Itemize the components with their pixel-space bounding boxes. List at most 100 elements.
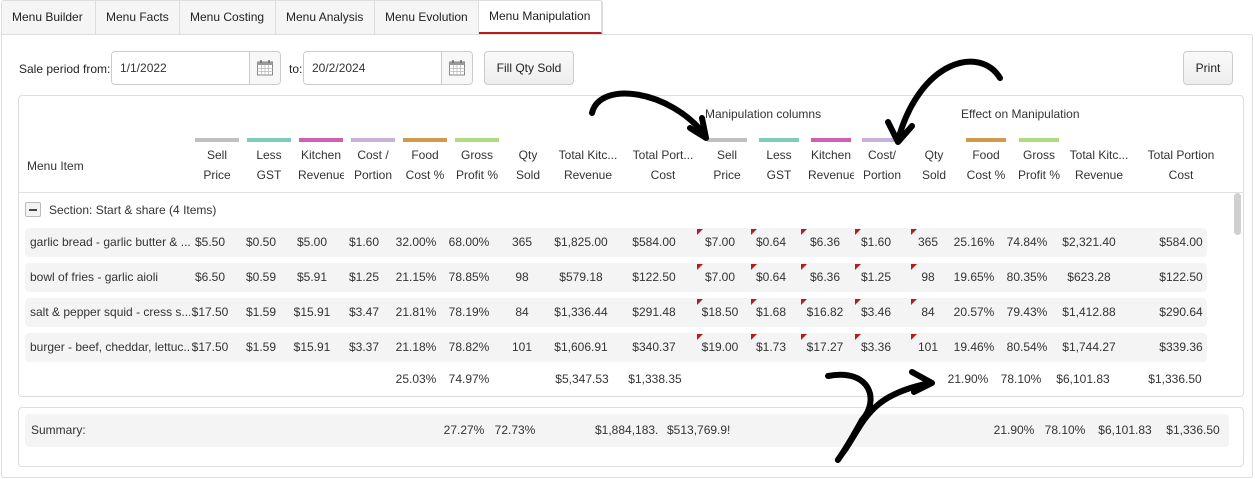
- col-total-kitchen-revenue[interactable]: Total Kitc... Revenue: [558, 148, 618, 182]
- modified-flag-icon: [855, 264, 861, 270]
- col-m-cost-portion[interactable]: Cost/Portion: [859, 138, 905, 185]
- vertical-scrollbar[interactable]: [1234, 193, 1241, 235]
- editable-cell[interactable]: 365: [917, 235, 939, 249]
- tab-menu-builder[interactable]: Menu Builder: [2, 1, 96, 34]
- col-qty-sold[interactable]: Qty Sold: [515, 148, 541, 182]
- editable-cell[interactable]: $0.64: [755, 235, 787, 249]
- modified-flag-icon: [801, 334, 807, 340]
- from-date-field[interactable]: 1/1/2022: [111, 51, 281, 85]
- tab-menu-analysis[interactable]: Menu Analysis: [276, 1, 375, 34]
- col-kitchen-revenue[interactable]: Kitchen Revenue: [297, 138, 345, 185]
- col-m-qty-sold[interactable]: Qty Sold: [921, 148, 947, 182]
- col-m-sell-price[interactable]: Sell Price: [705, 138, 749, 185]
- table-cell: $17.50: [191, 305, 229, 319]
- table-cell: $1,606.91: [554, 340, 608, 354]
- col-cost-portion[interactable]: Cost / Portion: [350, 138, 396, 185]
- col-m-food-cost[interactable]: Food Cost %: [963, 138, 1009, 185]
- col-menu-item[interactable]: Menu Item: [27, 159, 84, 173]
- editable-cell[interactable]: $19.00: [701, 340, 739, 354]
- table-cell: $584.00: [632, 235, 676, 249]
- editable-cell[interactable]: $17.27: [806, 340, 844, 354]
- editable-cell[interactable]: $3.46: [860, 305, 892, 319]
- editable-cell[interactable]: $16.82: [806, 305, 844, 319]
- table-cell: $5.50: [194, 235, 226, 249]
- from-date-value[interactable]: 1/1/2022: [120, 61, 167, 75]
- col-m-kitchen-revenue[interactable]: Kitchen Revenue: [807, 138, 855, 185]
- editable-cell[interactable]: 101: [917, 340, 939, 354]
- summary-m-food-cost: 21.90%: [993, 423, 1035, 437]
- summary-total-portion-cost: $513,769.9!: [667, 423, 731, 437]
- to-date-value[interactable]: 20/2/2024: [312, 61, 366, 75]
- gross-profit-color-bar: [455, 138, 499, 142]
- col-m-gross-profit[interactable]: Gross Profit %: [1015, 138, 1063, 185]
- table-cell: $1.59: [245, 340, 277, 354]
- editable-cell[interactable]: $7.00: [704, 235, 736, 249]
- editable-cell[interactable]: $1.73: [755, 340, 787, 354]
- modified-flag-icon: [751, 334, 757, 340]
- cost-portion-color-bar: [862, 138, 902, 142]
- to-date-field[interactable]: 20/2/2024: [303, 51, 473, 85]
- table-row[interactable]: garlic bread - garlic butter & ... $5.50 $…: [25, 228, 1207, 257]
- table-cell: $584.00: [1159, 235, 1203, 249]
- editable-cell[interactable]: $7.00: [704, 270, 736, 284]
- table-cell: 365: [511, 235, 533, 249]
- editable-cell[interactable]: $0.64: [755, 270, 787, 284]
- table-cell: $340.37: [632, 340, 676, 354]
- collapse-section-button[interactable]: [25, 202, 41, 217]
- editable-cell[interactable]: $18.50: [701, 305, 739, 319]
- sale-period-label: Sale period from:: [19, 62, 111, 76]
- col-total-portion-cost[interactable]: Total Port... Cost: [632, 148, 694, 182]
- col-less-gst[interactable]: Less GST: [247, 138, 291, 185]
- table-cell: 78.19%: [448, 305, 490, 319]
- editable-cell[interactable]: $3.36: [860, 340, 892, 354]
- manipulation-grid: Manipulation columns Effect on Manipulat…: [18, 95, 1244, 397]
- modified-flag-icon: [801, 299, 807, 305]
- modified-flag-icon: [801, 264, 807, 270]
- table-cell: 19.46%: [953, 340, 995, 354]
- table-cell: 21.18%: [395, 340, 437, 354]
- table-cell: $15.91: [293, 305, 331, 319]
- editable-cell[interactable]: $1.60: [860, 235, 892, 249]
- table-cell: $1,336.44: [554, 305, 608, 319]
- modified-flag-icon: [911, 299, 917, 305]
- col-sell-price[interactable]: Sell Price: [195, 138, 239, 185]
- table-cell: $5.00: [296, 235, 328, 249]
- editable-cell[interactable]: $6.36: [809, 270, 841, 284]
- editable-cell[interactable]: $1.68: [755, 305, 787, 319]
- editable-cell[interactable]: 98: [921, 270, 935, 284]
- editable-cell[interactable]: 84: [921, 305, 935, 319]
- tab-menu-evolution[interactable]: Menu Evolution: [375, 1, 479, 34]
- fill-qty-sold-button[interactable]: Fill Qty Sold: [484, 51, 574, 85]
- calendar-icon[interactable]: [441, 52, 472, 84]
- effect-on-manipulation-label: Effect on Manipulation: [961, 107, 1080, 121]
- table-row[interactable]: bowl of fries - garlic aioli $6.50 $0.59 $5…: [25, 263, 1207, 292]
- less-gst-color-bar: [759, 138, 799, 142]
- m-total-food-cost: 21.90%: [947, 372, 989, 386]
- col-gross-profit[interactable]: Gross Profit %: [453, 138, 501, 185]
- col-food-cost[interactable]: Food Cost %: [402, 138, 448, 185]
- table-cell: $1,744.27: [1062, 340, 1116, 354]
- table-cell: $623.28: [1067, 270, 1111, 284]
- calendar-icon[interactable]: [249, 52, 280, 84]
- table-cell: 21.81%: [395, 305, 437, 319]
- tab-menu-manipulation[interactable]: Menu Manipulation: [479, 1, 602, 34]
- col-m-total-kitchen-revenue[interactable]: Total Kitc... Revenue: [1069, 148, 1129, 182]
- print-button[interactable]: Print: [1183, 51, 1233, 85]
- col-m-total-portion-cost[interactable]: Total Portion Cost: [1147, 148, 1215, 182]
- table-row[interactable]: salt & pepper squid - cress s... $17.50 $1…: [25, 298, 1207, 327]
- tab-menu-facts[interactable]: Menu Facts: [96, 1, 180, 34]
- modified-flag-icon: [697, 299, 703, 305]
- menu-item-name: garlic bread - garlic butter & ...: [30, 235, 190, 249]
- table-cell: $0.50: [245, 235, 277, 249]
- manipulation-panel: Sale period from: 1/1/2022 to: 20/2/2024…: [1, 34, 1253, 478]
- col-m-less-gst[interactable]: Less GST: [757, 138, 801, 185]
- tab-menu-costing[interactable]: Menu Costing: [180, 1, 276, 34]
- editable-cell[interactable]: $6.36: [809, 235, 841, 249]
- table-cell: 21.15%: [395, 270, 437, 284]
- less-gst-color-bar: [247, 138, 291, 142]
- editable-cell[interactable]: $1.25: [860, 270, 892, 284]
- table-cell: 74.84%: [1006, 235, 1048, 249]
- table-cell: 80.35%: [1006, 270, 1048, 284]
- food-cost-color-bar: [966, 138, 1006, 142]
- table-row[interactable]: burger - beef, cheddar, lettuc... $17.50 $…: [25, 333, 1207, 362]
